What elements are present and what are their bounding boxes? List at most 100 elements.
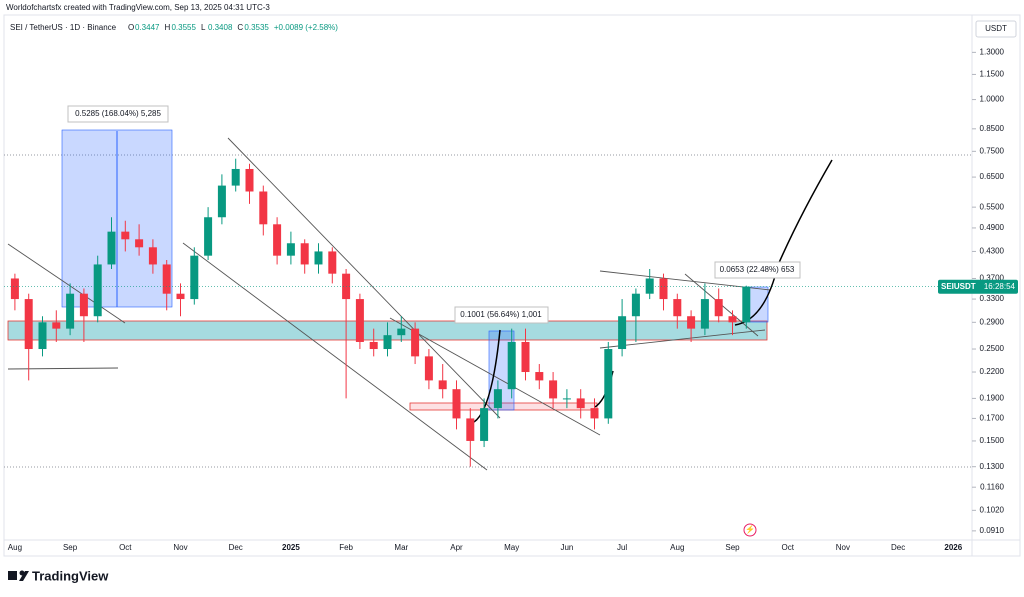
candle-body	[259, 191, 268, 225]
candle-body	[217, 185, 226, 218]
x-tick-label: Oct	[119, 543, 132, 552]
x-tick-label: 2025	[282, 543, 300, 552]
axes: 1.3000 1.1500 1.0000 0.8500 0.7500 0.6500 0.55…	[4, 47, 1018, 552]
annotation: 0.0653 (22.48%) 653	[720, 265, 795, 274]
x-tick-label: Sep	[63, 543, 78, 552]
y-tick-label: 1.3000	[980, 47, 1005, 56]
header-value: 0.3408	[208, 23, 233, 32]
annotation: 0.1001 (56.64%) 1,001	[460, 310, 542, 319]
annotation-box	[67, 105, 169, 123]
candle-body	[328, 251, 337, 274]
candle-body	[52, 322, 61, 329]
header-value: +0.0089 (+2.58%)	[274, 23, 338, 32]
candle-body	[590, 408, 599, 419]
candle-body	[245, 168, 254, 192]
header-label: H	[164, 23, 170, 32]
symbol: SEI / TetherUS · 1D · Binance	[10, 23, 117, 32]
y-tick-label: 0.1500	[980, 436, 1005, 445]
x-tick-label: Jul	[617, 543, 627, 552]
candle-body	[480, 408, 489, 441]
x-tick-label: Nov	[173, 543, 187, 552]
header-label: L	[201, 23, 206, 32]
candle-body	[493, 389, 502, 409]
currency[interactable]: USDT	[985, 24, 1007, 33]
candle-body	[549, 380, 558, 399]
annotation-box	[714, 261, 801, 279]
y-tick-label: 1.1500	[980, 70, 1005, 79]
candle-body	[204, 217, 213, 256]
candle-body	[452, 389, 461, 419]
y-tick-label: 1.0000	[980, 95, 1005, 104]
candles	[10, 158, 751, 467]
header-value: 0.3447	[135, 23, 160, 32]
candle-body	[604, 349, 613, 419]
candle-body	[411, 328, 420, 357]
annotation-box	[454, 306, 549, 324]
y-tick-label: 0.2500	[980, 344, 1005, 353]
x-tick-label: Feb	[339, 543, 353, 552]
x-tick-label: May	[504, 543, 519, 552]
candle-body	[742, 286, 751, 323]
x-tick-label: Dec	[229, 543, 243, 552]
x-tick-label: Oct	[781, 543, 794, 552]
y-tick-label: 0.5500	[980, 202, 1005, 211]
candle-body	[383, 335, 392, 350]
candle-body	[645, 278, 654, 294]
x-tick-label: Aug	[8, 543, 22, 552]
y-tick-label: 0.4900	[980, 223, 1005, 232]
candle-body	[438, 380, 447, 390]
candle-body	[190, 255, 199, 300]
y-tick-label: 0.1300	[980, 462, 1005, 471]
candle-body	[300, 243, 309, 265]
y-tick-label: 0.1700	[980, 414, 1005, 423]
y-tick-label: 0.1160	[980, 482, 1004, 491]
candle-body	[618, 316, 627, 350]
candle-body	[93, 264, 102, 317]
currency-button[interactable]	[975, 20, 1017, 38]
candle-body	[121, 231, 130, 240]
x-tick-label: Jun	[560, 543, 573, 552]
y-tick-label: 0.0910	[980, 526, 1005, 535]
candle-body	[714, 299, 723, 317]
candle-body	[631, 293, 640, 317]
candle-body	[273, 224, 282, 256]
header-label: C	[237, 23, 243, 32]
y-tick-label: 0.7500	[980, 146, 1005, 155]
candle-body	[397, 328, 406, 336]
candle-body	[576, 398, 585, 409]
candle-body	[507, 341, 516, 390]
y-tick-label: 0.3300	[980, 294, 1005, 303]
x-tick-label: 2026	[944, 543, 962, 552]
y-tick-label: 0.3700	[980, 274, 1005, 283]
event-icon[interactable]	[743, 523, 757, 537]
candle-body	[231, 168, 240, 186]
header-value: 0.3535	[244, 23, 269, 32]
event-icon[interactable]: ⚡	[745, 524, 755, 534]
candle-body	[162, 264, 171, 294]
candle-body	[562, 398, 571, 400]
frame	[3, 14, 1021, 557]
y-tick-label: 0.1020	[980, 505, 1005, 514]
candle-body	[79, 293, 88, 317]
y-tick-label: 0.2900	[980, 317, 1005, 326]
brand-logo	[8, 570, 29, 581]
price-tag-symbol: SEIUSDT	[941, 282, 976, 291]
candle-body	[38, 322, 47, 350]
candle-body	[148, 247, 157, 265]
y-tick-label: 0.6500	[980, 172, 1005, 181]
y-tick-label: 0.2200	[980, 367, 1005, 376]
x-tick-label: Dec	[891, 543, 905, 552]
candle-body	[107, 231, 116, 265]
header-label: O	[128, 23, 134, 32]
ohlc-header: O 0.3447 H 0.3555 L 0.3408 C 0.3535 +0.0089 (+2.…	[128, 23, 338, 32]
y-tick-label: 0.1900	[980, 394, 1005, 403]
candle-body	[535, 372, 544, 381]
candle-body	[659, 278, 668, 300]
candle-body	[314, 251, 323, 265]
price-tag	[938, 279, 1018, 294]
candle-body	[66, 293, 75, 329]
candle-body	[728, 316, 737, 323]
candle-body	[355, 299, 364, 342]
